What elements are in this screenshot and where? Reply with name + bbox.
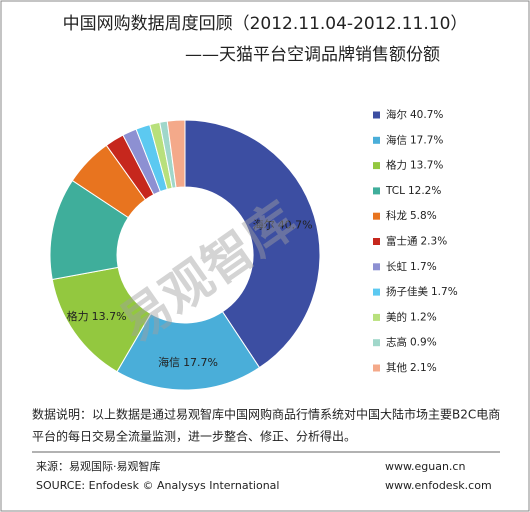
legend-name: 海信 (386, 133, 407, 146)
legend-value: 1.2% (410, 311, 437, 323)
legend-name: 扬子佳美 (386, 285, 428, 298)
legend-label: TCL 12.2% (385, 185, 441, 197)
legend-name: TCL (385, 185, 405, 197)
url: www.eguan.cn (385, 460, 465, 473)
legend-swatch (373, 238, 380, 245)
legend-swatch (373, 136, 380, 144)
legend-label: 海信 17.7% (386, 133, 443, 146)
legend-swatch (373, 187, 380, 195)
legend: 海尔 40.7%海信 17.7%格力 13.7%TCL 12.2%科龙 5.8%富士通 2.… (373, 108, 458, 374)
slice-label-value: 13.7% (92, 310, 127, 323)
legend-label: 志高 0.9% (386, 336, 437, 349)
legend-swatch (373, 162, 380, 170)
note-line: 数据说明：以上数据是通过易观智库中国网购商品行情系统对中国大陆市场主要B2C电商 (32, 407, 500, 422)
slice-label: 格力 13.7% (67, 309, 127, 323)
legend-swatch (373, 339, 380, 347)
slice-label: 海信 17.7% (158, 355, 218, 369)
source-line: 来源：易观国际·易观智库 (36, 459, 161, 473)
legend-swatch (373, 212, 380, 220)
legend-name: 志高 (386, 336, 407, 349)
legend-swatch (373, 111, 380, 119)
legend-value: 1.7% (431, 286, 458, 298)
url: www.enfodesk.com (385, 479, 492, 492)
legend-name: 海尔 (386, 108, 407, 121)
legend-value: 13.7% (410, 160, 443, 172)
legend-label: 海尔 40.7% (386, 108, 443, 121)
legend-name: 富士通 (386, 235, 418, 248)
slice-label-value: 40.7% (278, 219, 313, 232)
legend-label: 长虹 1.7% (386, 261, 437, 273)
slice (184, 119, 321, 369)
slice-label-name: 海尔 (253, 218, 275, 232)
donut: 海尔 40.7% 海信 17.7% 格力 13.7% (49, 119, 321, 391)
legend-label: 富士通 2.3% (386, 235, 447, 248)
legend-label: 扬子佳美 1.7% (386, 285, 458, 298)
slice-label-name: 海信 (158, 355, 180, 369)
legend-value: 2.1% (410, 362, 437, 374)
slice-label-name: 格力 (67, 309, 89, 323)
legend-value: 5.8% (410, 210, 437, 222)
source-line: SOURCE: Enfodesk © Analysys Internationa… (36, 479, 279, 492)
legend-label: 美的 1.2% (386, 310, 437, 323)
legend-swatch (373, 263, 380, 271)
chart-subtitle: ——天猫平台空调品牌销售额份额 (185, 45, 440, 65)
legend-label: 其他 2.1% (386, 361, 437, 374)
slice (166, 119, 186, 189)
legend-value: 40.7% (410, 109, 443, 121)
legend-swatch (373, 288, 380, 296)
note-line: 平台的每日交易全流量监测，进一步整合、修正、分析得出。 (32, 429, 356, 444)
legend-swatch (373, 313, 380, 321)
legend-label: 格力 13.7% (386, 159, 443, 172)
legend-name: 格力 (386, 159, 407, 172)
slice-label-value: 17.7% (183, 356, 218, 369)
legend-name: 科龙 (386, 209, 407, 222)
legend-value: 12.2% (408, 185, 441, 197)
legend-value: 1.7% (410, 261, 437, 273)
legend-label: 科龙 5.8% (386, 209, 437, 222)
chart-title: 中国网购数据周度回顾（2012.11.04-2012.11.10） (63, 14, 468, 34)
legend-swatch (373, 364, 380, 372)
legend-value: 17.7% (410, 134, 443, 146)
slice-label: 海尔 40.7% (253, 218, 313, 232)
legend-name: 其他 (386, 361, 407, 374)
legend-name: 美的 (386, 310, 407, 323)
legend-value: 0.9% (410, 337, 437, 349)
legend-name: 长虹 (386, 261, 407, 273)
legend-value: 2.3% (421, 236, 448, 248)
